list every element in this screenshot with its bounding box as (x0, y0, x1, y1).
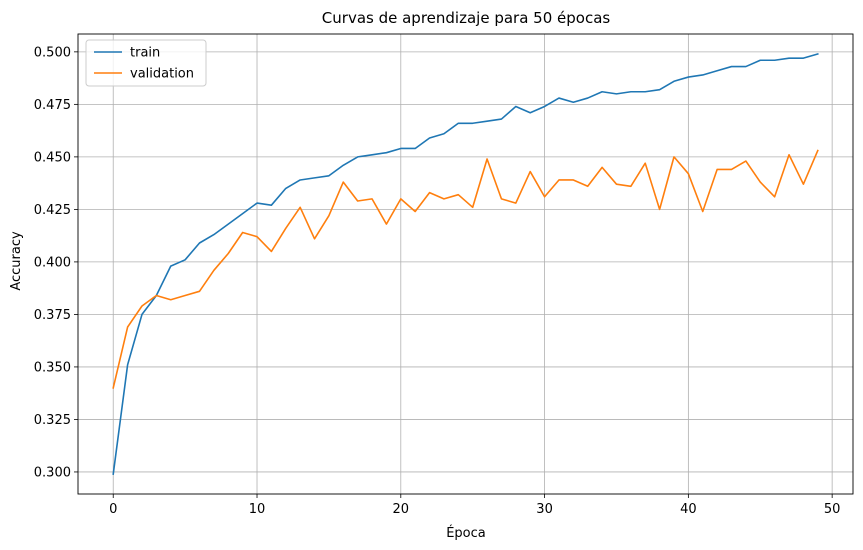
x-tick-label: 30 (536, 502, 553, 517)
y-axis-label: Accuracy (9, 231, 24, 291)
y-tick-label: 0.300 (34, 465, 71, 480)
y-tick-label: 0.325 (34, 413, 71, 428)
x-axis-label: Época (446, 525, 486, 541)
y-tick-label: 0.375 (34, 308, 71, 323)
y-tick-label: 0.475 (34, 98, 71, 113)
x-tick-label: 10 (249, 502, 266, 517)
x-tick-label: 40 (680, 502, 697, 517)
y-tick-label: 0.350 (34, 360, 71, 375)
x-tick-label: 20 (393, 502, 410, 517)
legend-label-validation: validation (130, 67, 194, 82)
x-tick-label: 50 (824, 502, 841, 517)
series-layer (112, 52, 819, 475)
chart-title: Curvas de aprendizaje para 50 épocas (322, 9, 611, 27)
grid-lines (78, 34, 853, 494)
y-tick-label: 0.400 (34, 255, 71, 270)
legend-label-train: train (130, 46, 160, 61)
legend: train validation (85, 39, 207, 87)
plot-area-frame (77, 33, 854, 495)
y-tick-label: 0.450 (34, 150, 71, 165)
y-axis-ticks: 0.300 0.325 0.350 0.375 0.400 0.425 0.450 0.475… (34, 45, 78, 480)
y-tick-label: 0.425 (34, 203, 71, 218)
x-tick-label: 0 (109, 502, 117, 517)
series-line-train (112, 52, 819, 475)
y-tick-label: 0.500 (34, 45, 71, 60)
x-axis-ticks: 0 10 20 30 40 50 (109, 494, 840, 517)
series-line-validation (112, 149, 819, 389)
